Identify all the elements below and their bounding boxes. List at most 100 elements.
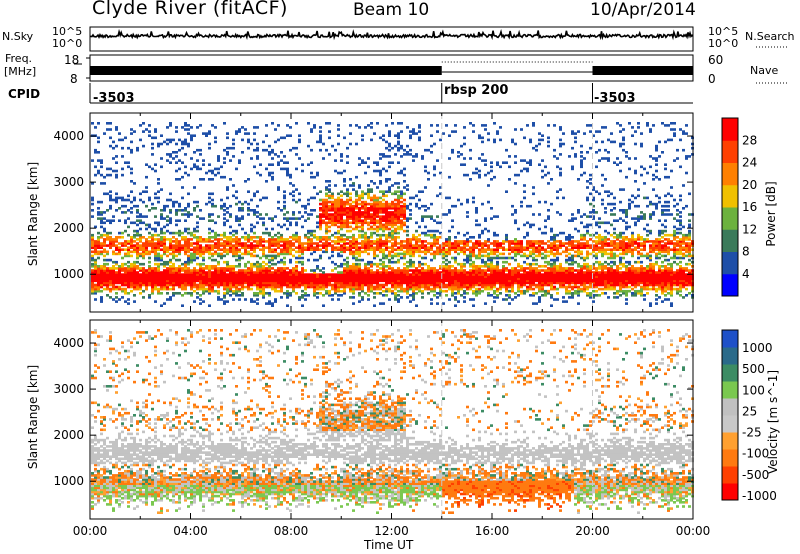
scatter-cell [247,250,250,254]
scatter-cell [181,279,184,283]
scatter-cell [208,215,211,218]
scatter-cell [232,277,235,281]
scatter-cell [493,231,496,235]
scatter-cell [547,279,550,283]
scatter-cell [265,292,268,295]
scatter-cell [253,246,256,249]
scatter-cell [202,269,205,272]
scatter-cell [169,221,172,225]
scatter-cell [184,207,187,210]
scatter-cell [406,246,409,249]
scatter-cell [370,248,373,251]
scatter-cell [436,215,439,218]
scatter-cell [271,242,274,245]
scatter-cell [232,252,235,256]
scatter-cell [181,161,184,164]
scatter-cell [211,258,214,262]
scatter-cell [115,126,118,129]
scatter-cell [313,292,316,295]
scatter-cell [97,236,100,239]
scatter-cell [553,238,556,241]
scatter-cell [373,213,376,216]
scatter-cell [436,296,439,299]
scatter-cell [490,294,493,297]
scatter-cell [238,273,241,276]
scatter-cell [163,242,166,245]
scatter-cell [148,256,151,260]
scatter-cell [352,250,355,254]
scatter-cell [520,169,523,173]
scatter-cell [403,279,406,283]
scatter-cell [91,202,94,206]
scatter-cell [157,190,160,193]
scatter-cell [193,256,196,260]
scatter-cell [238,130,241,133]
scatter-cell [403,204,406,208]
scatter-cell [394,134,397,137]
scatter-cell [397,142,400,146]
scatter-cell [466,275,469,278]
scatter-cell [157,262,160,266]
scatter-cell [223,300,226,303]
scatter-cell [391,242,394,245]
scatter-cell [304,236,307,239]
scatter-cell [253,300,256,303]
scatter-cell [217,267,220,270]
scatter-cell [157,246,160,249]
scatter-cell [481,242,484,245]
scatter-cell [421,271,424,274]
scatter-cell [112,269,115,272]
scatter-cell [121,242,124,245]
scatter-cell [319,277,322,281]
scatter-cell [361,242,364,245]
scatter-cell [235,132,238,135]
scatter-cell [103,227,106,231]
scatter-cell [172,240,175,243]
scatter-cell [388,217,391,220]
scatter-cell [223,233,226,237]
scatter-cell [421,190,424,193]
scatter-cell [535,250,538,254]
scatter-cell [460,248,463,251]
scatter-cell [403,267,406,270]
scatter-cell [313,269,316,272]
scatter-cell [319,134,322,137]
scatter-cell [391,211,394,214]
scatter-cell [193,242,196,245]
scatter-cell [244,250,247,254]
scatter-cell [379,171,382,175]
scatter-cell [244,248,247,251]
scatter-cell [565,260,568,264]
scatter-cell [238,244,241,247]
scatter-cell [130,283,133,287]
scatter-cell [469,256,472,260]
scatter-cell [316,238,319,241]
scatter-cell [370,269,373,272]
scatter-cell [514,173,517,177]
scatter-cell [511,267,514,270]
scatter-cell [358,233,361,237]
scatter-cell [358,207,361,210]
scatter-cell [265,269,268,272]
scatter-cell [565,271,568,274]
scatter-cell [541,169,544,173]
scatter-cell [94,165,97,169]
scatter-cell [106,233,109,237]
scatter-cell [124,248,127,251]
scatter-cell [538,246,541,249]
scatter-cell [439,231,442,235]
scatter-cell [127,283,130,287]
scatter-cell [160,213,163,216]
scatter-cell [358,219,361,222]
scatter-cell [448,281,451,285]
scatter-cell [190,167,193,171]
scatter-cell [322,294,325,297]
scatter-cell [430,242,433,245]
scatter-cell [154,277,157,281]
scatter-cell [388,148,391,152]
scatter-cell [442,279,445,283]
scatter-cell [385,275,388,278]
scatter-cell [202,277,205,281]
scatter-cell [277,238,280,241]
scatter-cell [157,283,160,287]
